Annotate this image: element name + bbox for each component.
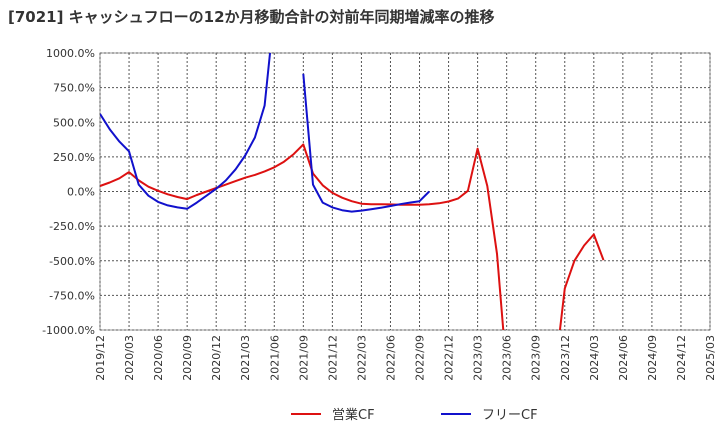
x-tick-label: 2022/12: [443, 335, 456, 381]
x-tick-label: 2021/12: [326, 335, 339, 381]
x-tick-label: 2020/03: [123, 335, 136, 381]
legend-label: フリーCF: [482, 408, 538, 423]
y-tick-label: 750.0%: [53, 82, 95, 95]
y-tick-label: -500.0%: [49, 255, 95, 268]
x-tick-label: 2024/06: [617, 335, 630, 381]
legend-label: 営業CF: [332, 407, 375, 423]
chart-title: [7021] キャッシュフローの12か月移動合計の対前年同期増減率の推移: [8, 8, 495, 26]
y-tick-label: 0.0%: [67, 186, 95, 199]
y-tick-label: 1000.0%: [46, 47, 95, 60]
legend: 営業CF フリーCF: [291, 407, 538, 423]
x-tick-label: 2022/06: [384, 335, 397, 381]
y-tick-label: 500.0%: [53, 116, 95, 129]
axes: 1000.0% 750.0% 500.0% 250.0% 0.0% -250.0% -500…: [42, 47, 717, 381]
x-tick-label: 2023/09: [530, 335, 543, 381]
x-tick-label: 2021/09: [297, 335, 310, 381]
y-tick-label: -750.0%: [49, 289, 95, 302]
y-tick-label: -250.0%: [49, 220, 95, 233]
x-tick-label: 2021/06: [268, 335, 281, 381]
x-tick-label: 2020/09: [181, 335, 194, 381]
series-layer: [100, 53, 605, 330]
series-line: [100, 143, 505, 330]
x-tick-label: 2023/03: [472, 335, 485, 381]
x-tick-label: 2024/09: [646, 335, 659, 381]
x-tick-label: 2025/03: [704, 335, 717, 381]
series-line: [302, 73, 430, 213]
x-tick-label: 2022/03: [355, 335, 368, 381]
y-tick-label: 250.0%: [53, 151, 95, 164]
x-tick-label: 2022/09: [414, 335, 427, 381]
grid: [99, 52, 711, 331]
x-tick-label: 2020/06: [152, 335, 165, 381]
x-tick-label: 2021/03: [239, 335, 252, 381]
x-tick-label: 2023/06: [501, 335, 514, 381]
series-line: [100, 53, 272, 210]
x-tick-label: 2020/12: [210, 335, 223, 381]
x-tick-label: 2024/03: [588, 335, 601, 381]
y-tick-label: -1000.0%: [42, 324, 95, 337]
x-tick-label: 2024/12: [675, 335, 688, 381]
x-tick-label: 2019/12: [94, 335, 107, 381]
series-line: [558, 233, 605, 330]
x-tick-label: 2023/12: [559, 335, 572, 381]
